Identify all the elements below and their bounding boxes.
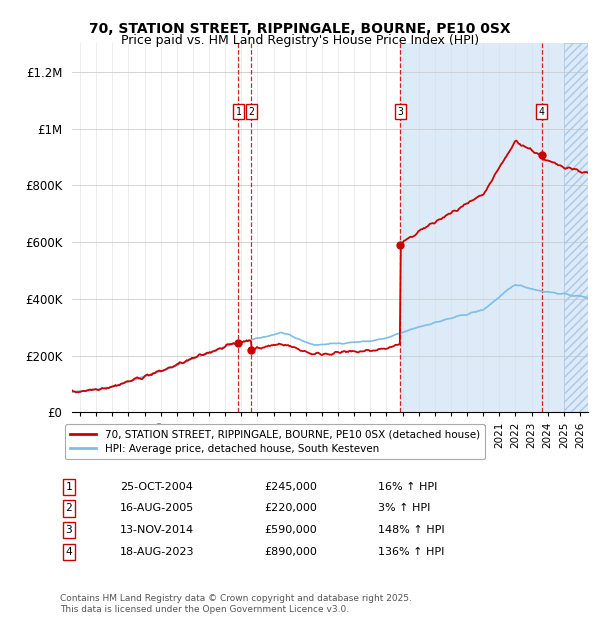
Text: 2: 2 xyxy=(248,107,254,117)
Text: 3: 3 xyxy=(65,525,73,535)
Text: £890,000: £890,000 xyxy=(264,547,317,557)
Text: 4: 4 xyxy=(65,547,73,557)
Text: 16-AUG-2005: 16-AUG-2005 xyxy=(120,503,194,513)
Text: 25-OCT-2004: 25-OCT-2004 xyxy=(120,482,193,492)
Text: 136% ↑ HPI: 136% ↑ HPI xyxy=(378,547,445,557)
Text: 1: 1 xyxy=(235,107,241,117)
Text: 4: 4 xyxy=(539,107,545,117)
Text: 70, STATION STREET, RIPPINGALE, BOURNE, PE10 0SX: 70, STATION STREET, RIPPINGALE, BOURNE, … xyxy=(89,22,511,36)
Text: Contains HM Land Registry data © Crown copyright and database right 2025.
This d: Contains HM Land Registry data © Crown c… xyxy=(60,595,412,614)
Text: 148% ↑ HPI: 148% ↑ HPI xyxy=(378,525,445,535)
Bar xyxy=(564,43,588,412)
Text: 2: 2 xyxy=(65,503,73,513)
Text: 16% ↑ HPI: 16% ↑ HPI xyxy=(378,482,437,492)
Text: £245,000: £245,000 xyxy=(264,482,317,492)
Text: Price paid vs. HM Land Registry's House Price Index (HPI): Price paid vs. HM Land Registry's House … xyxy=(121,34,479,47)
Text: 18-AUG-2023: 18-AUG-2023 xyxy=(120,547,194,557)
Legend: 70, STATION STREET, RIPPINGALE, BOURNE, PE10 0SX (detached house), HPI: Average : 70, STATION STREET, RIPPINGALE, BOURNE, … xyxy=(65,425,485,459)
Bar xyxy=(400,43,588,412)
Text: £590,000: £590,000 xyxy=(264,525,317,535)
Text: 3: 3 xyxy=(398,107,403,117)
Text: 1: 1 xyxy=(65,482,73,492)
Text: £220,000: £220,000 xyxy=(264,503,317,513)
Text: 13-NOV-2014: 13-NOV-2014 xyxy=(120,525,194,535)
Text: 3% ↑ HPI: 3% ↑ HPI xyxy=(378,503,430,513)
